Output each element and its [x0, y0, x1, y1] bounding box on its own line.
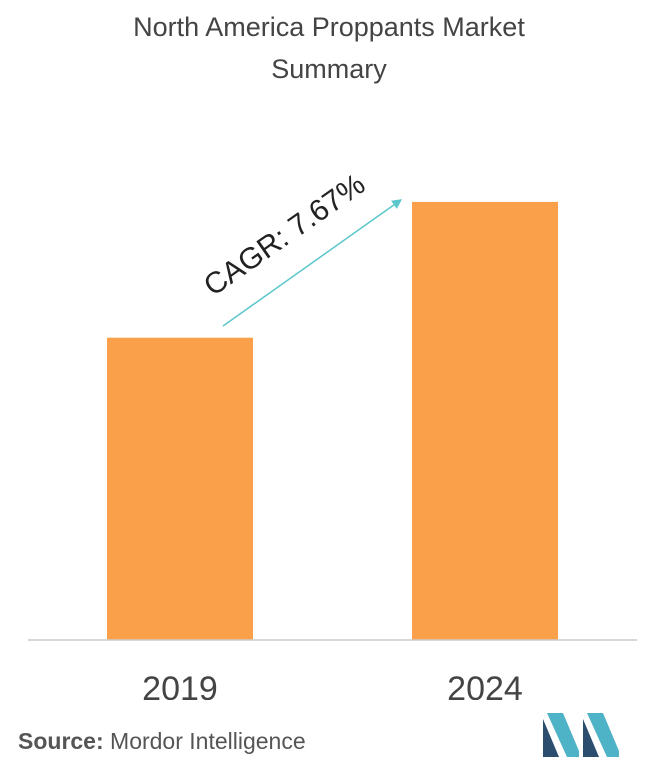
chart-title-line-1: North America Proppants Market	[133, 12, 525, 42]
source-label: Source:	[18, 728, 104, 754]
x-tick-label-2024: 2024	[447, 670, 523, 700]
cagr-arrow	[222, 199, 403, 327]
x-tick-label-2019: 2019	[142, 670, 218, 700]
chart-title: North America Proppants Market Summary	[0, 6, 658, 90]
bar-2019	[107, 337, 253, 640]
source-note: Source: Mordor Intelligence	[18, 728, 306, 755]
chart-title-line-2: Summary	[271, 54, 387, 84]
source-text: Mordor Intelligence	[110, 728, 306, 754]
mordor-intelligence-logo-icon	[543, 713, 619, 757]
bar-chart: 2019 2024 CAGR: 7.67%	[28, 168, 637, 700]
bar-2024	[412, 201, 558, 640]
